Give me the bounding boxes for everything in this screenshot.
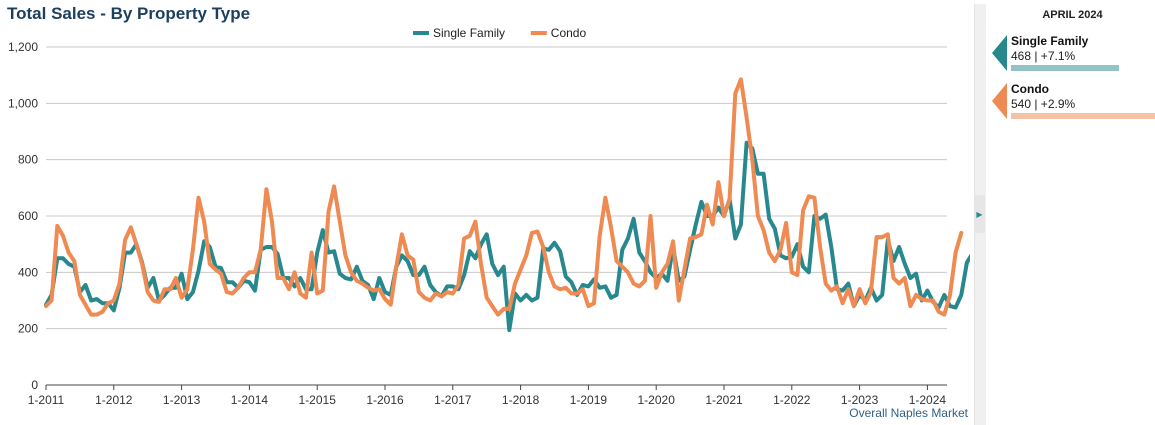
series-line-condo xyxy=(44,77,964,317)
y-tick-label: 200 xyxy=(18,322,38,336)
x-tick-label: 1-2019 xyxy=(570,393,608,407)
y-tick-label: 400 xyxy=(18,265,38,279)
summary-stat: 540 | +2.9% xyxy=(1011,97,1076,111)
x-tick-label: 1-2022 xyxy=(773,393,811,407)
single-family-flag-icon xyxy=(992,35,1007,71)
summary-panel: APRIL 2024 Single Family 468 | +7.1% Con… xyxy=(990,0,1155,425)
panel-toggle-button[interactable]: ▶ xyxy=(974,195,985,233)
x-tick-label: 1-2024 xyxy=(909,393,947,407)
chevron-right-icon: ▶ xyxy=(976,209,983,219)
x-axis-ticks: 1-2011 1-2012 1-2013 1-2014 1-2015 1-2016 1-20… xyxy=(28,385,947,407)
legend[interactable]: Single Family Condo xyxy=(413,26,586,40)
x-tick-label: 1-2016 xyxy=(366,393,404,407)
series-lines xyxy=(44,77,970,333)
x-tick-label: 1-2020 xyxy=(638,393,676,407)
x-tick-label: 1-2023 xyxy=(841,393,879,407)
panel-date: APRIL 2024 xyxy=(1042,9,1103,21)
y-axis-ticks: 0 200 400 600 800 1,000 1,200 xyxy=(8,40,38,392)
grid-lines xyxy=(46,46,947,386)
summary-name: Condo xyxy=(1011,82,1049,96)
x-tick-label: 1-2013 xyxy=(163,393,201,407)
summary-stat: 468 | +7.1% xyxy=(1011,49,1076,63)
series-line-single-family xyxy=(44,140,970,333)
y-tick-label: 800 xyxy=(18,153,38,167)
y-tick-label: 1,000 xyxy=(8,96,38,110)
summary-bar xyxy=(1011,65,1119,71)
legend-label: Condo xyxy=(551,26,587,40)
y-tick-label: 1,200 xyxy=(8,40,38,54)
y-tick-label: 600 xyxy=(18,209,38,223)
x-tick-label: 1-2014 xyxy=(231,393,269,407)
x-tick-label: 1-2011 xyxy=(28,393,65,407)
chart-title: Total Sales - By Property Type xyxy=(7,4,251,23)
summary-name: Single Family xyxy=(1011,34,1089,48)
x-tick-label: 1-2015 xyxy=(299,393,337,407)
condo-flag-icon xyxy=(992,83,1007,119)
market-label: Overall Naples Market xyxy=(849,406,968,420)
x-tick-label: 1-2021 xyxy=(705,393,743,407)
x-tick-label: 1-2018 xyxy=(502,393,540,407)
summary-bar xyxy=(1011,113,1155,119)
y-tick-label: 0 xyxy=(31,378,38,392)
x-tick-label: 1-2017 xyxy=(434,393,472,407)
legend-label: Single Family xyxy=(433,26,505,40)
x-tick-label: 1-2012 xyxy=(95,393,133,407)
